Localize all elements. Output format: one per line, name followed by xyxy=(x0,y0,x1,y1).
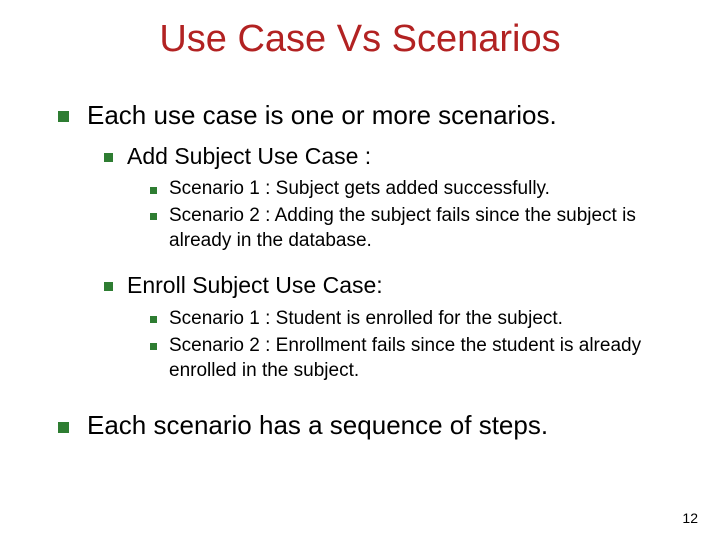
text: Scenario 1 : Student is enrolled for the… xyxy=(169,307,680,332)
square-bullet-icon xyxy=(104,282,113,291)
text: Each use case is one or more scenarios. xyxy=(87,99,680,132)
bullet-level2: Enroll Subject Use Case: xyxy=(104,271,680,301)
square-bullet-icon xyxy=(150,343,157,350)
bullet-level3: Scenario 2 : Enrollment fails since the … xyxy=(150,334,680,383)
text: Scenario 1 : Subject gets added successf… xyxy=(169,177,680,202)
text: Enroll Subject Use Case: xyxy=(127,271,680,301)
bullet-level2: Add Subject Use Case : xyxy=(104,142,680,172)
slide-title: Use Case Vs Scenarios xyxy=(0,0,720,69)
bullet-level3: Scenario 1 : Student is enrolled for the… xyxy=(150,307,680,332)
text: Add Subject Use Case : xyxy=(127,142,680,172)
square-bullet-icon xyxy=(104,153,113,162)
square-bullet-icon xyxy=(150,187,157,194)
slide-body: Each use case is one or more scenarios. … xyxy=(0,69,720,442)
square-bullet-icon xyxy=(150,213,157,220)
spacer xyxy=(58,255,680,265)
slide: Use Case Vs Scenarios Each use case is o… xyxy=(0,0,720,540)
square-bullet-icon xyxy=(58,111,69,122)
text: Scenario 2 : Enrollment fails since the … xyxy=(169,334,680,383)
square-bullet-icon xyxy=(150,316,157,323)
text: Scenario 2 : Adding the subject fails si… xyxy=(169,204,680,253)
text: Each scenario has a sequence of steps. xyxy=(87,409,680,442)
bullet-level1: Each scenario has a sequence of steps. xyxy=(58,409,680,442)
page-number: 12 xyxy=(682,510,698,526)
bullet-level3: Scenario 2 : Adding the subject fails si… xyxy=(150,204,680,253)
square-bullet-icon xyxy=(58,422,69,433)
bullet-level1: Each use case is one or more scenarios. xyxy=(58,99,680,132)
spacer xyxy=(58,385,680,409)
bullet-level3: Scenario 1 : Subject gets added successf… xyxy=(150,177,680,202)
